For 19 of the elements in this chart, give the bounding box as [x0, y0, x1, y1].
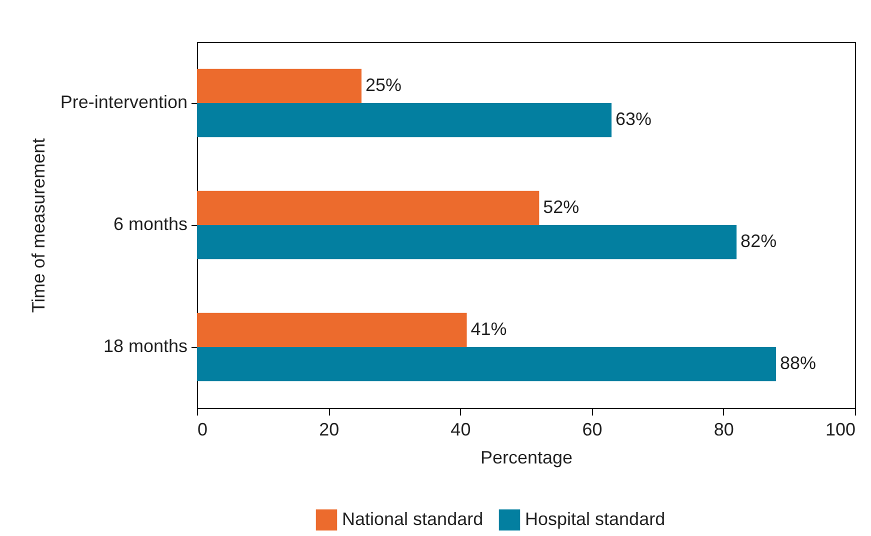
data-label: 25%	[366, 74, 402, 95]
legend-label: National standard	[342, 508, 484, 529]
x-tick-label: 80	[714, 420, 734, 440]
x-tick-label: 20	[319, 420, 340, 440]
x-tick-label: 40	[450, 420, 471, 440]
data-label: 88%	[780, 353, 816, 374]
x-tick-label: 0	[198, 420, 208, 440]
data-label: 52%	[543, 196, 580, 217]
data-label: 63%	[616, 109, 652, 130]
legend-label: Hospital standard	[525, 508, 666, 529]
y-tick-label: 18 months	[103, 336, 188, 356]
y-axis-title: Time of measurement	[28, 138, 48, 313]
x-axis-title: Percentage	[480, 448, 573, 468]
x-tick-label: 60	[582, 420, 602, 440]
y-tick-label: 6 months	[113, 214, 188, 234]
data-label: 82%	[740, 231, 777, 252]
data-label: 41%	[470, 318, 507, 339]
y-tick-label: Pre-intervention	[60, 92, 188, 112]
x-tick-label: 100	[825, 420, 856, 440]
